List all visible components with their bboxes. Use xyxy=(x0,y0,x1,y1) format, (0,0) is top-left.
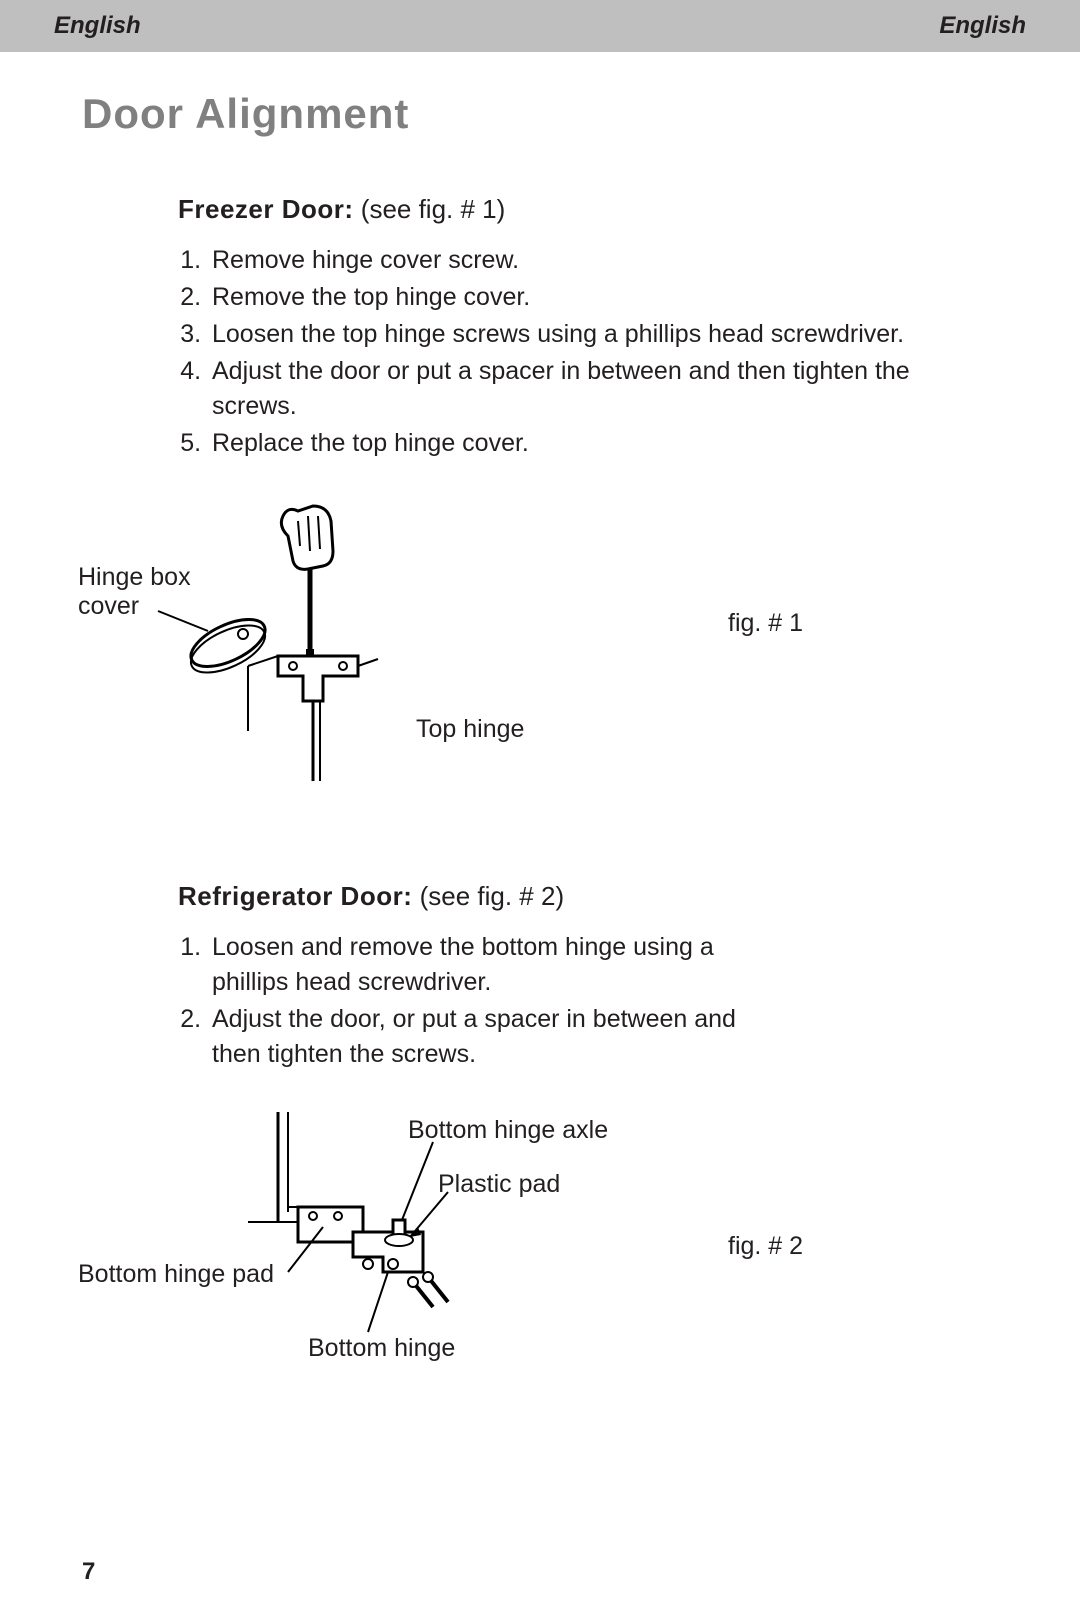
header-lang-right: English xyxy=(939,12,1026,40)
page-number: 7 xyxy=(82,1558,95,1586)
fridge-step: Adjust the door, or put a spacer in betw… xyxy=(208,1002,788,1072)
freezer-step: Loosen the top hinge screws using a phil… xyxy=(208,317,1000,352)
freezer-step: Replace the top hinge cover. xyxy=(208,426,1000,461)
fig2-caption: fig. # 2 xyxy=(728,1232,803,1261)
figure-1-illustration xyxy=(148,491,498,791)
fridge-step: Loosen and remove the bottom hinge using… xyxy=(208,930,788,1000)
freezer-heading-ref: (see fig. # 1) xyxy=(361,194,506,224)
content-area: Freezer Door: (see fig. # 1) Remove hing… xyxy=(178,194,1000,1452)
freezer-steps-list: Remove hinge cover screw. Remove the top… xyxy=(208,243,1000,461)
fridge-heading-bold: Refrigerator Door: xyxy=(178,881,412,911)
fridge-section-heading: Refrigerator Door: (see fig. # 2) xyxy=(178,881,1000,912)
fridge-heading-ref: (see fig. # 2) xyxy=(420,881,565,911)
fridge-steps-list: Loosen and remove the bottom hinge using… xyxy=(208,930,788,1072)
fig1-caption: fig. # 1 xyxy=(728,609,803,638)
figure-1-area: Hinge box cover Top hinge fig. # 1 xyxy=(178,491,1000,811)
page-title: Door Alignment xyxy=(82,90,1080,138)
freezer-heading-bold: Freezer Door: xyxy=(178,194,354,224)
freezer-step: Remove hinge cover screw. xyxy=(208,243,1000,278)
figure-2-area: Bottom hinge axle Plastic pad Bottom hin… xyxy=(178,1112,1000,1452)
figure-2-illustration xyxy=(188,1112,608,1392)
freezer-step: Remove the top hinge cover. xyxy=(208,280,1000,315)
header-language-band: English English xyxy=(0,0,1080,52)
freezer-step: Adjust the door or put a spacer in betwe… xyxy=(208,354,1000,424)
freezer-section-heading: Freezer Door: (see fig. # 1) xyxy=(178,194,1000,225)
header-lang-left: English xyxy=(54,12,141,40)
